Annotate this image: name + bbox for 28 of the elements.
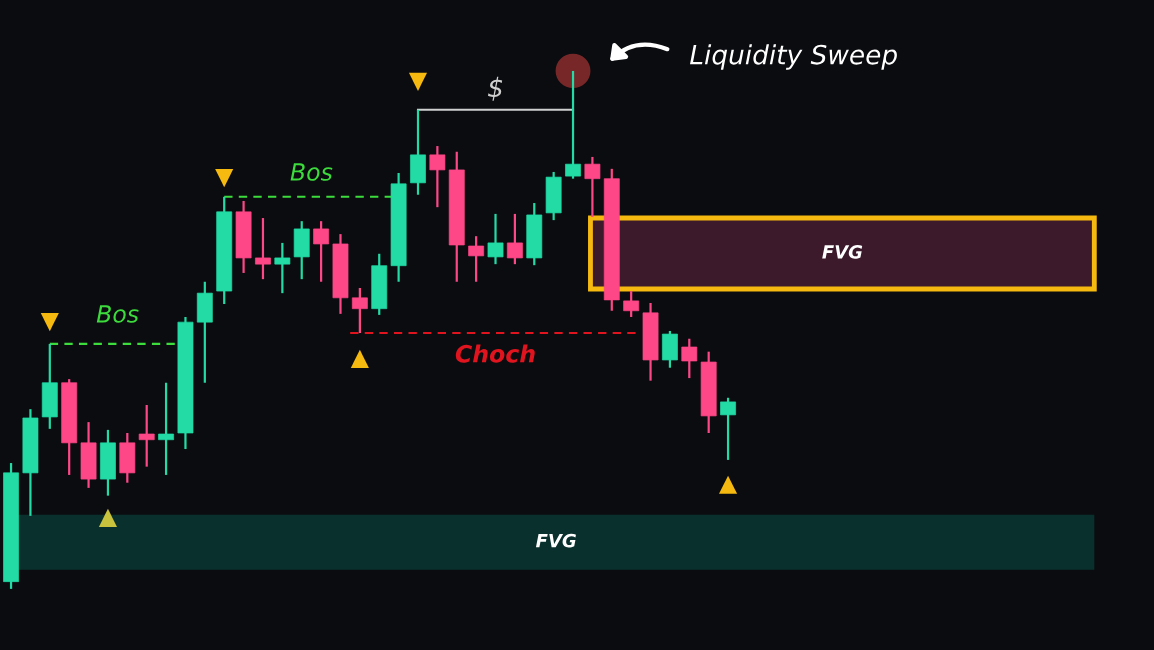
candlestick xyxy=(255,216,271,281)
candlestick xyxy=(351,286,368,335)
ref-line-label: Bos xyxy=(96,305,139,323)
candlestick xyxy=(487,212,504,266)
candlestick xyxy=(584,155,601,219)
candlestick xyxy=(468,235,485,283)
point xyxy=(719,475,738,494)
ref-line-label: Choch xyxy=(455,344,535,363)
band-label: FVG xyxy=(822,245,863,259)
point xyxy=(40,313,59,332)
candlestick xyxy=(506,212,523,266)
candlestick xyxy=(313,220,330,283)
candlestick xyxy=(138,403,155,468)
ref-line-label: Bos xyxy=(290,163,333,181)
point xyxy=(215,169,234,188)
candlestick xyxy=(720,396,736,462)
point xyxy=(98,508,117,527)
candlestick xyxy=(158,381,174,477)
text: Liquidity Sweep xyxy=(690,44,897,70)
candlestick xyxy=(274,241,291,295)
point xyxy=(350,349,369,368)
band-label: FVG xyxy=(535,533,576,548)
candlestick xyxy=(623,289,640,319)
candlestick xyxy=(565,69,581,180)
candlestick xyxy=(429,144,446,209)
ref-line-label: $ xyxy=(488,76,503,101)
candlestick xyxy=(681,337,698,380)
point xyxy=(408,72,428,91)
